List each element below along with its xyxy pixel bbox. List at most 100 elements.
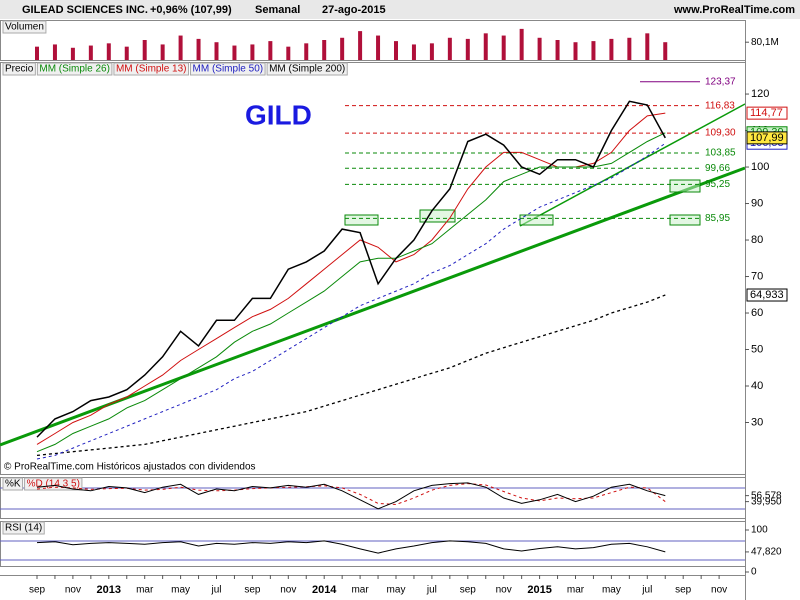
volume-bar [268,41,273,60]
last-value-box [746,288,788,302]
volume-bar [465,38,470,60]
volume-bar [376,35,381,60]
y-tick-label: 80 [751,234,763,246]
series-line [36,294,666,457]
legend-entry: Precio [5,64,34,75]
ticker-annotation: GILD [245,99,312,130]
legend-entry: MM (Simple 200) [269,64,345,75]
legend-entry-box [266,62,348,76]
zone-box [419,209,456,223]
legend-entry-box [113,62,190,76]
series-line [36,132,666,453]
last-value-box [746,106,788,120]
level-label: 95,25 [705,179,730,190]
legend-entry: MM (Simple 13) [116,64,187,75]
x-tick-label: nov [65,585,81,596]
series-line [36,540,666,554]
x-tick-label: mar [136,585,154,596]
x-tick-label: nov [496,585,512,596]
volume-bar [142,40,147,60]
y-tick-label: 100 [751,161,769,173]
y-tick-label: 56,578 [751,490,782,501]
volume-bar [627,37,632,60]
volume-bar [286,46,291,60]
volume-bar [483,33,488,60]
legend-entry-box [2,477,24,491]
x-tick-label: nov [280,585,296,596]
header-date: 27-ago-2015 [322,4,386,16]
y-tick-label: 100 [751,525,768,536]
volume-bar [52,44,57,60]
x-tick-label: may [602,585,621,596]
legend-entry-box [2,521,45,535]
volume-bar [537,37,542,60]
x-tick-label: jul [426,585,437,596]
x-tick-label: sep [244,585,261,596]
volume-bar [70,47,75,60]
volume-bar [304,43,309,60]
header-period: Semanal [255,4,300,16]
volume-bar [358,31,363,60]
volume-bar [609,38,614,60]
panel-title-box [2,20,47,34]
legend-entry-box [36,62,113,76]
zone-box [344,214,379,226]
series-line [36,142,666,460]
volume-bar [232,45,237,60]
volume-bar [394,41,398,60]
x-tick-label: may [387,585,406,596]
header-change: +0,96% (107,99) [150,4,232,16]
header-bar [0,0,800,19]
y-tick-label: 120 [751,88,769,100]
x-tick-label: nov [711,585,727,596]
legend-entry-box [190,62,266,76]
level-label: 103,85 [705,148,736,159]
x-tick-label: may [171,585,190,596]
x-tick-label: mar [567,585,585,596]
x-tick-label: jul [210,585,221,596]
series-line [36,483,666,506]
y-tick-label: 70 [751,270,763,282]
x-tick-label: sep [460,585,477,596]
x-tick-label: mar [351,585,369,596]
x-tick-label: jul [641,585,652,596]
level-label: 123,37 [705,76,736,87]
zone-box [669,214,701,226]
volume-bar [645,33,650,60]
volume-bar [250,44,255,60]
x-tick-label: 2015 [527,584,551,596]
y-tick-label: 47,820 [751,547,782,558]
volume-bar [501,35,506,60]
zone-box [669,179,701,193]
y-tick-label: 60 [751,307,763,319]
trend-line [0,166,746,447]
level-label: 99,66 [705,163,730,174]
volume-bar [340,37,345,60]
x-tick-label: sep [675,585,692,596]
legend-entry: MM (Simple 50) [193,64,264,75]
volume-bar [178,35,183,60]
zone-box [519,214,554,226]
volume-bar [124,46,129,60]
header-title: GILEAD SCIENCES INC. [22,4,148,16]
level-label: 116,83 [705,100,735,111]
volume-bar [411,44,416,60]
volume-bar [106,43,111,60]
level-label: 85,95 [705,213,730,224]
y-tick-label: 30 [751,416,763,428]
volume-bar [429,43,434,60]
last-value-label: 64,933 [750,289,784,301]
y-tick-label: 40 [751,380,763,392]
volume-bar [447,37,452,60]
panel-title: Volumen [5,22,44,33]
volume-bar [35,46,39,60]
volume-bar [214,42,219,60]
legend-entry: MM (Simple 26) [39,64,110,75]
volume-bar [160,44,165,60]
series-line [36,482,666,510]
y-tick-label: 50 [751,343,763,355]
last-value-label: 114,77 [750,107,783,119]
x-tick-label: sep [29,585,46,596]
